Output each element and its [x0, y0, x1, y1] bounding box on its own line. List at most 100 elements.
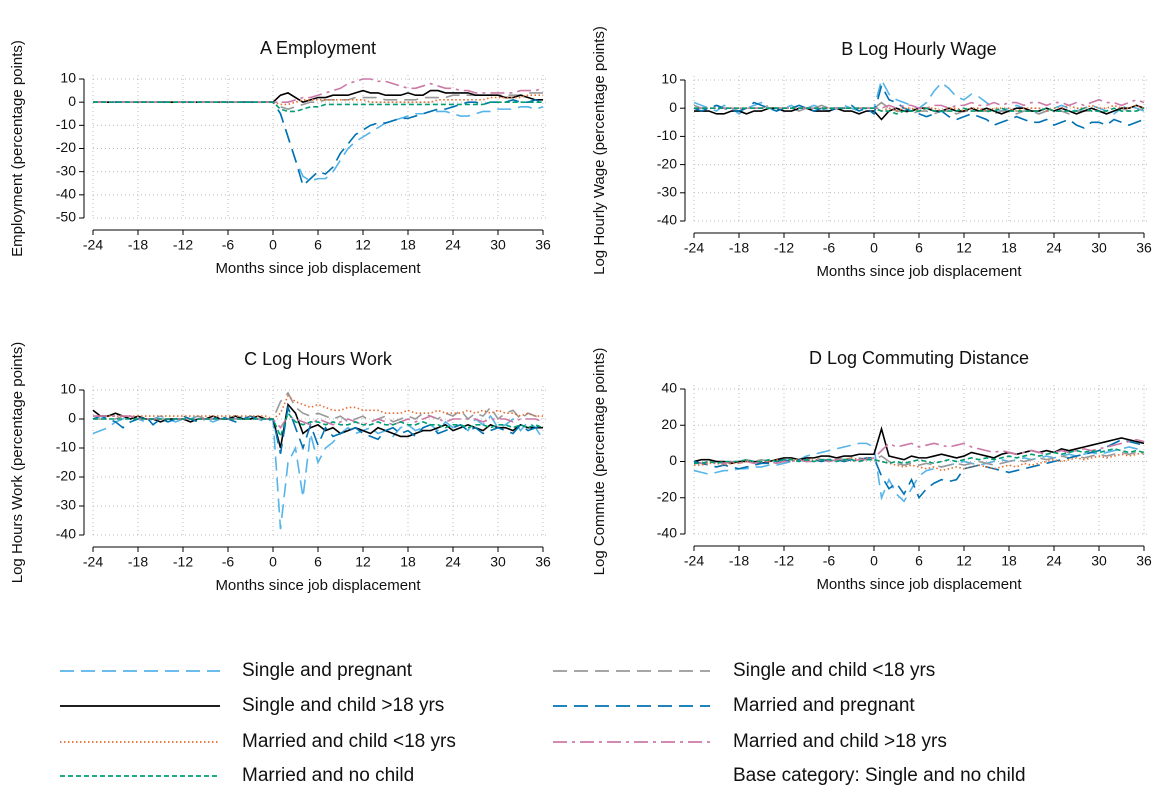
x-tick-label: -24 — [684, 240, 704, 256]
x-tick-label: -24 — [83, 554, 103, 570]
x-tick-label: -12 — [774, 240, 794, 256]
series-line: Married and child >18 yrs — [93, 78, 544, 103]
series-line: Married and no child — [694, 447, 1145, 465]
y-tick-label: 0 — [669, 452, 677, 468]
x-tick-label: 36 — [535, 554, 551, 570]
y-tick-label: 0 — [68, 410, 76, 426]
x-tick-label: 24 — [445, 554, 461, 570]
y-tick-label: -40 — [56, 526, 76, 542]
y-tick-label: -20 — [56, 139, 76, 155]
x-tick-label: -12 — [173, 237, 193, 253]
x-tick-label: 0 — [269, 237, 277, 253]
y-tick-label: -20 — [56, 468, 76, 484]
chart-title: C Log Hours Work — [244, 349, 393, 369]
x-tick-label: -18 — [729, 553, 749, 569]
series-line: Married and no child — [93, 101, 543, 113]
y-tick-label: -30 — [56, 162, 76, 178]
x-tick-label: 6 — [915, 240, 923, 256]
x-tick-label: 12 — [355, 554, 371, 570]
legend-label: Single and child <18 yrs — [733, 660, 935, 681]
y-tick-label: 0 — [669, 99, 677, 115]
series-line: Married and no child — [93, 411, 544, 439]
series-line: Married and pregnant — [693, 438, 1145, 500]
y-tick-label: -40 — [56, 186, 76, 202]
y-axis-label: Log Commute (percentage points) — [591, 348, 608, 576]
y-axis-label: Log Hours Work (percentage points) — [9, 342, 26, 584]
chart-title: B Log Hourly Wage — [841, 39, 996, 59]
x-tick-label: 0 — [269, 554, 277, 570]
series-line: Married and child <18 yrs — [93, 94, 543, 106]
x-tick-label: 12 — [956, 240, 972, 256]
x-tick-label: 18 — [1001, 240, 1017, 256]
legend: Single and pregnant Single and child <18 … — [60, 660, 1026, 786]
y-axis-label: Log Hourly Wage (percentage points) — [591, 26, 608, 275]
x-tick-label: 24 — [445, 237, 461, 253]
x-tick-label: 30 — [1091, 240, 1107, 256]
x-tick-label: -18 — [128, 237, 148, 253]
y-tick-label: 10 — [60, 381, 76, 397]
legend-label: Single and pregnant — [242, 660, 413, 681]
legend-note: Base category: Single and no child — [733, 765, 1026, 786]
y-tick-label: -10 — [56, 439, 76, 455]
x-tick-label: -6 — [823, 553, 836, 569]
x-tick-label: 0 — [870, 240, 878, 256]
x-tick-label: 36 — [535, 237, 551, 253]
y-tick-label: -50 — [56, 209, 76, 225]
panel: D Log Commuting Distance Months since job… — [591, 348, 1152, 593]
x-tick-label: -24 — [83, 237, 103, 253]
x-tick-label: 24 — [1046, 240, 1062, 256]
x-axis-label: Months since job displacement — [215, 260, 421, 277]
x-tick-label: -12 — [774, 553, 794, 569]
series-line: Single and pregnant — [92, 414, 544, 530]
series-line: Married and pregnant — [693, 83, 1145, 129]
panel: A Employment Months since job displacemen… — [9, 38, 551, 277]
x-tick-label: 12 — [355, 237, 371, 253]
y-tick-label: 10 — [60, 70, 76, 86]
x-tick-label: 24 — [1046, 553, 1062, 569]
x-axis-label: Months since job displacement — [816, 576, 1022, 593]
x-tick-label: 6 — [314, 554, 322, 570]
x-tick-label: -6 — [222, 237, 235, 253]
panel: C Log Hours Work Months since job displac… — [9, 342, 551, 594]
x-tick-label: 0 — [870, 553, 878, 569]
x-tick-label: 36 — [1136, 553, 1152, 569]
y-tick-label: -30 — [657, 184, 677, 200]
x-tick-label: -6 — [222, 554, 235, 570]
x-tick-label: 36 — [1136, 240, 1152, 256]
x-tick-label: 18 — [400, 237, 416, 253]
x-tick-label: 6 — [314, 237, 322, 253]
series-line: Married and pregnant — [93, 99, 544, 188]
legend-label: Married and child >18 yrs — [733, 731, 947, 752]
y-tick-label: 10 — [661, 71, 677, 87]
y-tick-label: 20 — [661, 416, 677, 432]
x-axis-label: Months since job displacement — [816, 263, 1022, 280]
legend-label: Married and child <18 yrs — [242, 731, 456, 752]
x-tick-label: 30 — [490, 554, 506, 570]
y-axis-label: Employment (percentage points) — [9, 40, 26, 257]
x-tick-label: -18 — [128, 554, 148, 570]
y-tick-label: -40 — [657, 525, 677, 541]
x-tick-label: -18 — [729, 240, 749, 256]
series-line: Single and child <18 yrs — [693, 451, 1145, 468]
y-tick-label: 0 — [68, 93, 76, 109]
y-tick-label: -20 — [657, 488, 677, 504]
y-tick-label: -10 — [657, 127, 677, 143]
y-tick-label: -30 — [56, 497, 76, 513]
y-tick-label: -20 — [657, 155, 677, 171]
x-tick-label: 12 — [956, 553, 972, 569]
y-tick-label: -40 — [657, 212, 677, 228]
x-axis-label: Months since job displacement — [215, 577, 421, 594]
x-tick-label: -12 — [173, 554, 193, 570]
series-line: Single and pregnant — [693, 442, 1145, 503]
series-line: Married and no child — [694, 107, 1145, 115]
series-line: Married and pregnant — [92, 404, 544, 454]
x-tick-label: 30 — [490, 237, 506, 253]
panel: B Log Hourly Wage Months since job displa… — [591, 26, 1152, 280]
x-tick-label: 18 — [400, 554, 416, 570]
legend-label: Married and no child — [242, 765, 414, 786]
series-line: Single and pregnant — [93, 101, 544, 182]
x-tick-label: 30 — [1091, 553, 1107, 569]
legend-label: Married and pregnant — [733, 695, 915, 716]
y-tick-label: -10 — [56, 116, 76, 132]
